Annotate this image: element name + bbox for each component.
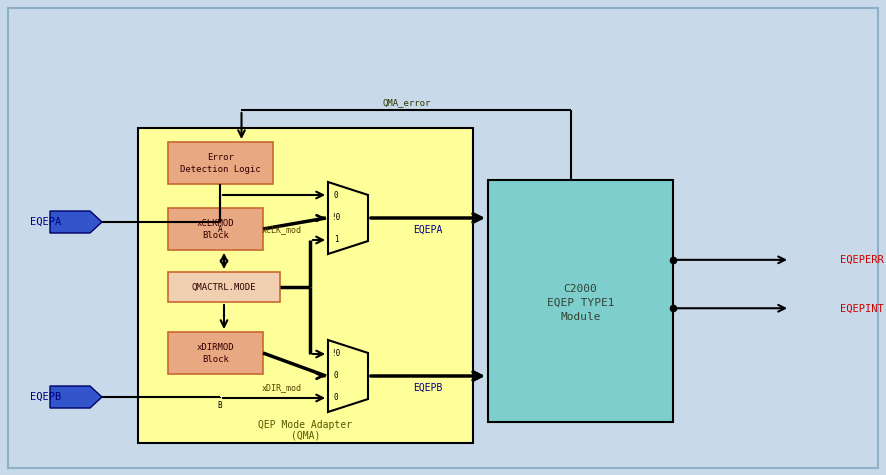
Text: A: A: [218, 226, 222, 235]
Text: 0: 0: [334, 371, 338, 380]
Text: EQEPB: EQEPB: [30, 392, 61, 402]
Bar: [488, 180, 673, 422]
Text: xDIRMOD: xDIRMOD: [197, 342, 234, 352]
Polygon shape: [50, 386, 102, 408]
Text: Detection Logic: Detection Logic: [180, 165, 260, 174]
Text: EQEPA: EQEPA: [30, 217, 61, 227]
Text: EQEPERR: EQEPERR: [840, 255, 883, 265]
Text: EQEP TYPE1: EQEP TYPE1: [547, 298, 614, 308]
Polygon shape: [50, 211, 102, 233]
Text: Block: Block: [202, 355, 229, 364]
Text: C2000: C2000: [563, 284, 597, 294]
Polygon shape: [328, 340, 368, 412]
Text: QEP Mode Adapter: QEP Mode Adapter: [259, 420, 353, 430]
Text: QMACTRL.MODE: QMACTRL.MODE: [191, 283, 256, 292]
Bar: [168, 208, 263, 250]
Text: B: B: [218, 400, 222, 409]
Text: 0: 0: [334, 191, 338, 200]
Text: 0: 0: [334, 393, 338, 402]
Bar: [138, 128, 473, 443]
Text: xDIR_mod: xDIR_mod: [262, 383, 302, 392]
Text: Error: Error: [207, 152, 234, 162]
Text: (QMA): (QMA): [291, 431, 320, 441]
Text: Module: Module: [560, 312, 601, 322]
Bar: [168, 272, 280, 302]
Bar: [168, 332, 263, 374]
Polygon shape: [328, 182, 368, 254]
Text: !0: !0: [331, 350, 340, 359]
Text: !0: !0: [331, 213, 340, 222]
Text: xCLKMOD: xCLKMOD: [197, 218, 234, 228]
Text: xCLK_mod: xCLK_mod: [262, 226, 302, 235]
Bar: [168, 142, 273, 184]
Text: 1: 1: [334, 236, 338, 245]
Text: EQEPINT: EQEPINT: [840, 303, 883, 313]
Text: Block: Block: [202, 231, 229, 240]
Text: EQEPB: EQEPB: [413, 383, 443, 393]
Text: QMA_error: QMA_error: [382, 98, 431, 107]
Text: EQEPA: EQEPA: [413, 225, 443, 235]
